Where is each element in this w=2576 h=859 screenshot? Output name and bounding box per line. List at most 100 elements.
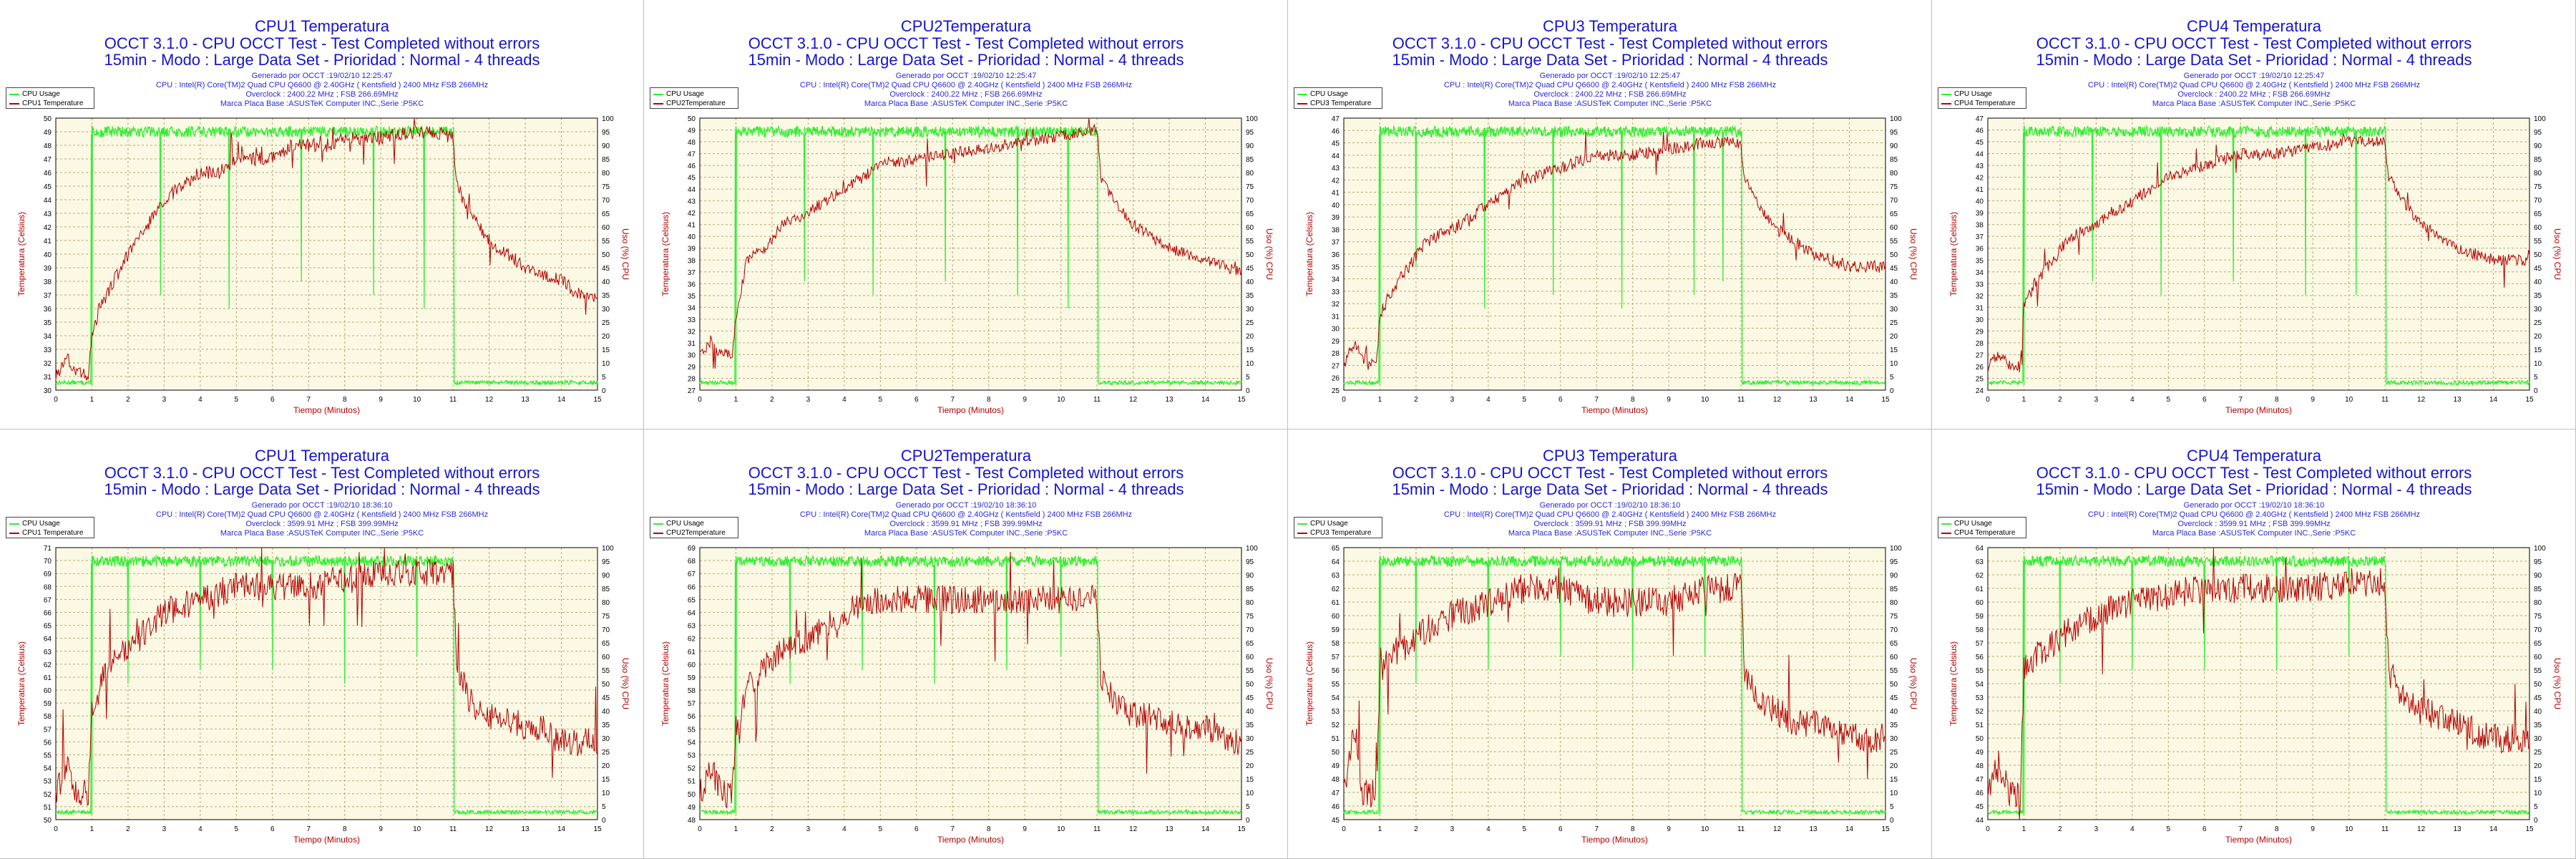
y2-tick-label: 55	[1890, 238, 1898, 246]
y-tick-label: 69	[44, 571, 52, 578]
chart-info-line: Overclock : 2400.22 MHz ; FSB 266.69MHz	[889, 90, 1043, 99]
y-tick-label: 64	[688, 609, 696, 617]
y2-axis-label: Uso (%) CPU	[620, 228, 630, 280]
legend-item-usage: CPU Usage	[1941, 89, 1992, 99]
chart-svg: 3031323334353637383940414243444546474849…	[16, 115, 630, 415]
x-tick-label: 2	[770, 825, 774, 833]
y-tick-label: 31	[1976, 304, 1984, 312]
y2-tick-label: 5	[2534, 374, 2538, 382]
chart-info-line: Marca Placa Base :ASUSTeK Computer INC.,…	[1508, 100, 1712, 108]
x-axis-label: Tiempo (Minutos)	[293, 835, 360, 845]
y2-axis-label: Uso (%) CPU	[1264, 658, 1274, 709]
y-tick-label: 46	[688, 162, 696, 170]
chart-info-line: Marca Placa Base :ASUSTeK Computer INC.,…	[864, 529, 1068, 538]
x-tick-label: 0	[698, 825, 702, 833]
y-tick-label: 33	[1332, 288, 1340, 296]
chart-legend: CPU Usage CPU2Temperature	[650, 517, 738, 538]
legend-swatch	[653, 532, 663, 534]
x-tick-label: 8	[2275, 396, 2279, 404]
y-tick-label: 29	[688, 364, 696, 372]
y-tick-label: 58	[1332, 640, 1340, 648]
x-tick-label: 1	[90, 396, 94, 404]
y-tick-label: 55	[688, 726, 696, 734]
series-temperature	[1343, 568, 1886, 808]
chart-subtitle: 15min - Modo : Large Data Set - Priorida…	[104, 51, 540, 69]
y2-tick-label: 15	[602, 776, 610, 784]
x-tick-label: 1	[2022, 396, 2026, 404]
y2-tick-label: 20	[1246, 333, 1254, 341]
x-tick-label: 12	[2417, 825, 2426, 833]
x-axis-label: Tiempo (Minutos)	[293, 405, 360, 415]
y-tick-label: 31	[688, 340, 696, 348]
y-tick-label: 47	[44, 156, 52, 164]
y-tick-label: 50	[44, 115, 52, 123]
y-tick-label: 52	[688, 765, 696, 773]
x-tick-label: 14	[1845, 396, 1854, 404]
y-tick-label: 63	[1332, 572, 1340, 580]
series-cpu-usage	[1343, 125, 1886, 387]
x-tick-label: 9	[2311, 396, 2315, 404]
y2-tick-label: 45	[2534, 694, 2542, 702]
legend-swatch	[1297, 523, 1307, 525]
x-tick-label: 15	[1881, 825, 1890, 833]
y2-tick-label: 5	[1246, 803, 1250, 811]
y2-tick-label: 65	[1246, 210, 1254, 218]
y-tick-label: 52	[1332, 722, 1340, 729]
y2-tick-label: 50	[602, 251, 610, 259]
y-tick-label: 33	[44, 346, 52, 354]
y2-tick-label: 70	[1246, 626, 1254, 634]
x-tick-label: 7	[2238, 825, 2243, 833]
y2-tick-label: 70	[1890, 197, 1898, 205]
y-tick-label: 29	[1976, 328, 1984, 336]
chart-info-line: CPU : Intel(R) Core(TM)2 Quad CPU Q6600 …	[799, 510, 1133, 519]
y2-tick-label: 40	[1890, 708, 1898, 716]
chart-info-line: Generado por OCCT :19/02/10 18:36:10	[251, 501, 393, 510]
legend-item-temperature: CPU3 Temperature	[1297, 528, 1371, 538]
y2-tick-label: 25	[2534, 319, 2542, 327]
x-tick-label: 2	[770, 396, 774, 404]
x-tick-label: 5	[1523, 396, 1527, 404]
chart-title: CPU2Temperatura	[900, 447, 1032, 465]
y2-tick-label: 60	[602, 224, 610, 232]
y2-tick-label: 15	[2534, 346, 2542, 354]
y2-tick-label: 95	[602, 558, 610, 566]
y2-tick-label: 25	[602, 319, 610, 327]
y2-tick-label: 85	[602, 586, 610, 593]
legend-item-temperature: CPU2Temperature	[653, 528, 726, 538]
x-tick-label: 9	[1023, 396, 1027, 404]
y-tick-label: 51	[1976, 722, 1984, 729]
x-tick-label: 7	[1594, 396, 1599, 404]
chart-info-line: CPU : Intel(R) Core(TM)2 Quad CPU Q6600 …	[155, 81, 489, 89]
legend-swatch	[9, 93, 19, 95]
y2-tick-label: 40	[2534, 278, 2542, 286]
legend-label: CPU Usage	[666, 90, 704, 98]
y-tick-label: 50	[44, 817, 52, 825]
chart-info-line: Overclock : 2400.22 MHz ; FSB 266.69MHz	[2177, 90, 2331, 99]
chart-info-line: CPU : Intel(R) Core(TM)2 Quad CPU Q6600 …	[1443, 510, 1777, 519]
y-tick-label: 42	[44, 224, 52, 232]
y2-tick-label: 95	[1890, 558, 1898, 566]
y-tick-label: 38	[44, 278, 52, 286]
legend-item-usage: CPU Usage	[653, 519, 704, 528]
y-axis-label: Temperatura (Celsius)	[1304, 641, 1314, 726]
x-tick-label: 15	[1881, 396, 1890, 404]
y-tick-label: 28	[1976, 340, 1984, 348]
y2-tick-label: 80	[602, 599, 610, 607]
y-axis-label: Temperatura (Celsius)	[1948, 641, 1958, 726]
y-tick-label: 48	[1332, 776, 1340, 784]
y2-tick-label: 95	[1246, 558, 1254, 566]
y-tick-label: 31	[1332, 313, 1340, 321]
y2-tick-label: 40	[1246, 708, 1254, 716]
y-tick-label: 57	[1332, 654, 1340, 661]
y2-tick-label: 85	[2534, 586, 2542, 593]
y2-tick-label: 10	[2534, 360, 2542, 368]
y2-tick-label: 25	[1890, 319, 1898, 327]
y-tick-label: 49	[688, 804, 696, 812]
chart-panel: 25 26 27 28 29 30 31 32 33 34 35 36 37 38 39 40 41 42 43 44…	[1288, 0, 1932, 430]
y2-tick-label: 50	[2534, 251, 2542, 259]
series-cpu-usage	[55, 125, 598, 387]
y2-tick-label: 20	[2534, 333, 2542, 341]
y2-tick-label: 15	[1890, 776, 1898, 784]
chart-legend: CPU Usage CPU2Temperature	[650, 87, 738, 109]
y2-tick-label: 50	[2534, 681, 2542, 689]
